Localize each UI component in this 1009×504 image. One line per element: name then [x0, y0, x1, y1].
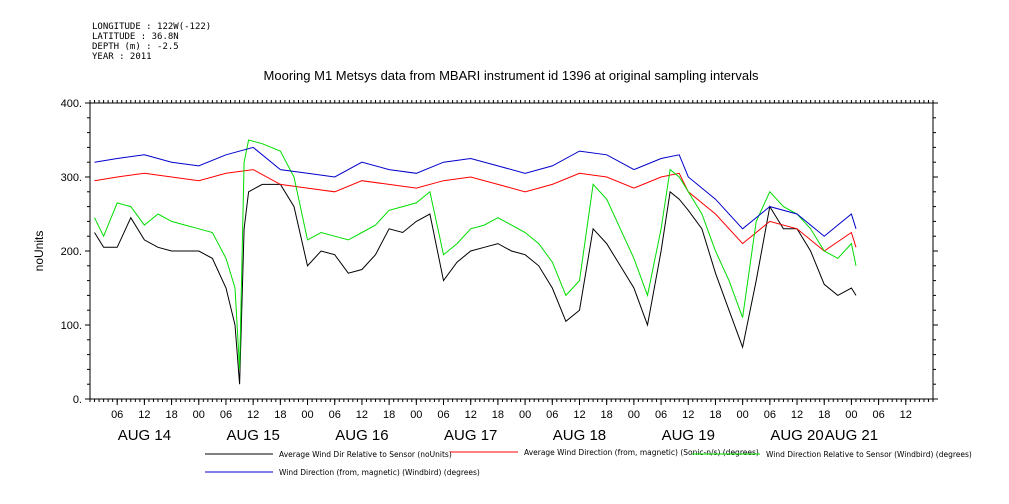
x-tick-label: 00 — [628, 409, 640, 421]
chart-title: Mooring M1 Metsys data from MBARI instru… — [264, 68, 759, 83]
y-axis-label: noUnits — [32, 231, 46, 272]
year-text: YEAR : 2011 — [92, 52, 152, 62]
x-tick-label: 06 — [872, 409, 884, 421]
x-tick-label: 12 — [465, 409, 477, 421]
x-tick-label: 12 — [247, 409, 259, 421]
x-day-label: AUG 17 — [444, 427, 497, 444]
x-tick-label: 00 — [193, 409, 205, 421]
series-line-4 — [94, 146, 857, 237]
series-line-1 — [94, 183, 857, 385]
x-tick-label: 18 — [274, 409, 286, 421]
x-tick-label: 12 — [682, 409, 694, 421]
x-day-label: AUG 18 — [553, 427, 606, 444]
x-tick-label: 18 — [601, 409, 613, 421]
x-day-label: AUG 20 — [770, 427, 823, 444]
x-day-label: AUG 21 — [825, 427, 878, 444]
series-lines — [94, 139, 857, 385]
x-tick-label: 06 — [220, 409, 232, 421]
x-day-label: AUG 19 — [662, 427, 715, 444]
metadata-block: LONGITUDE : 122W(-122) LATITUDE : 36.8N … — [92, 22, 211, 62]
x-tick-label: 18 — [492, 409, 504, 421]
legend-label: Average Wind Dir Relative to Sensor (noU… — [279, 450, 452, 459]
latitude-text: LATITUDE : 36.8N — [92, 32, 179, 42]
x-tick-label: 18 — [383, 409, 395, 421]
x-day-label: AUG 14 — [118, 427, 171, 444]
legend-label: Wind Direction Relative to Sensor (Windb… — [766, 450, 972, 459]
y-tick-label: 0. — [73, 394, 82, 406]
y-tick-label: 400. — [61, 98, 82, 110]
x-tick-label: 00 — [301, 409, 313, 421]
x-tick-label: 12 — [573, 409, 585, 421]
legend-label: Wind Direction (from, magnetic) (Windbir… — [279, 468, 480, 477]
x-tick-label: 18 — [165, 409, 177, 421]
y-tick-label: 100. — [61, 320, 82, 332]
x-tick-label: 12 — [900, 409, 912, 421]
x-tick-label: 18 — [709, 409, 721, 421]
x-tick-label: 12 — [356, 409, 368, 421]
x-tick-label: 06 — [329, 409, 341, 421]
legend: Average Wind Dir Relative to Sensor (noU… — [205, 448, 972, 477]
x-tick-label: 12 — [138, 409, 150, 421]
legend-label: Average Wind Direction (from, magnetic) … — [524, 448, 759, 457]
x-day-label: AUG 16 — [335, 427, 388, 444]
x-tick-label: 06 — [437, 409, 449, 421]
x-tick-label: 18 — [818, 409, 830, 421]
depth-text: DEPTH (m) : -2.5 — [92, 42, 179, 52]
x-day-label: AUG 15 — [226, 427, 279, 444]
series-line-2 — [94, 169, 857, 252]
y-tick-label: 300. — [61, 172, 82, 184]
y-tick-label: 200. — [61, 246, 82, 258]
x-tick-label: 12 — [791, 409, 803, 421]
x-axis: 06 12 18 00 06 12 18 00 06 12 18 00 06 12 18 00 06 12 18 00… — [89, 100, 934, 444]
x-tick-label: 06 — [764, 409, 776, 421]
x-tick-label: 00 — [737, 409, 749, 421]
y-axis: 0. 100. 200. 300. 400. — [61, 98, 938, 406]
x-tick-label: 06 — [111, 409, 123, 421]
x-tick-label: 00 — [410, 409, 422, 421]
x-tick-label: 00 — [519, 409, 531, 421]
longitude-text: LONGITUDE : 122W(-122) — [92, 22, 212, 32]
x-tick-label: 00 — [845, 409, 857, 421]
x-tick-label: 06 — [655, 409, 667, 421]
series-line-3 — [94, 139, 857, 370]
x-tick-label: 06 — [546, 409, 558, 421]
